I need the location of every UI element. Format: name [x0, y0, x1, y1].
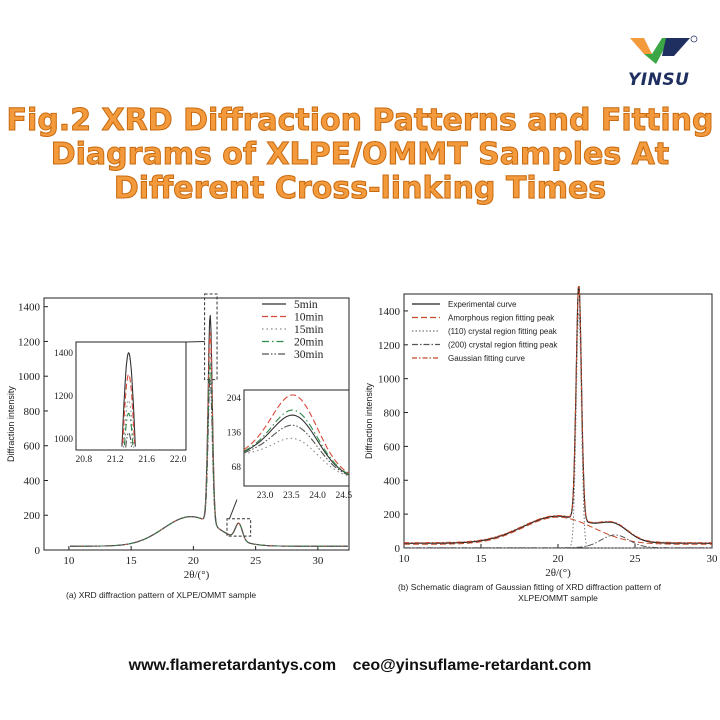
inset-2-x-tick-label: 23.5: [283, 491, 300, 501]
chart-caption-line-1: (b) Schematic diagram of Gaussian fittin…: [398, 582, 662, 592]
series-line-Experimental curve: [404, 286, 712, 544]
inset-1-x-tick-label: 20.8: [76, 455, 93, 465]
y-tick-label: 600: [24, 441, 41, 453]
inset-1-y-tick-label: 1200: [54, 392, 73, 402]
legend-label-20min: 20min: [294, 337, 324, 349]
yinsu-logo-icon: [630, 35, 698, 64]
inset-1-series-10min: [122, 373, 136, 444]
inset-1-x-tick-label: 22.0: [170, 455, 187, 465]
x-tick-label: 15: [476, 553, 488, 565]
inset-2-series-10min: [243, 394, 350, 474]
brand-name: YINSU: [628, 70, 690, 90]
y-tick-label: 1200: [378, 340, 401, 352]
inset-2-x-tick-label: 24.0: [309, 491, 326, 501]
email-link[interactable]: ceo@yinsuflame-retardant.com: [352, 657, 592, 674]
zoom-connector-1: [185, 340, 205, 343]
y-tick-label: 200: [24, 510, 41, 522]
title-line-2: Diagrams of XLPE/OMMT Samples At: [50, 137, 670, 172]
legend-label-Amorphous region fitting peak: Amorphous region fitting peak: [448, 314, 555, 323]
title-line-3: Different Cross-linking Times: [113, 171, 607, 206]
legend-label-10min: 10min: [294, 312, 324, 324]
x-tick-label: 30: [707, 553, 719, 565]
inset-2-series-30min: [243, 424, 350, 476]
inset-1-series-20min: [123, 412, 134, 446]
legend-label-Experimental curve: Experimental curve: [448, 300, 517, 309]
legend-label-(110) crystal region fitting peak: (110) crystal region fitting peak: [448, 327, 558, 336]
y-tick-label: 1000: [378, 374, 401, 386]
inset-1-x-tick-label: 21.2: [107, 455, 124, 465]
chart-caption-line-2: XLPE/OMMT sample: [518, 593, 598, 603]
x-tick-label: 30: [312, 555, 324, 567]
y-tick-label: 1400: [18, 302, 41, 314]
x-tick-label: 25: [250, 555, 262, 567]
inset-2-y-tick-label: 68: [232, 463, 242, 473]
zoom-connector-2: [229, 499, 238, 519]
y-axis-label: Diffraction intensity: [6, 386, 16, 462]
y-tick-label: 600: [384, 441, 401, 453]
x-tick-label: 15: [126, 555, 138, 567]
inset-2-x-tick-label: 24.5: [335, 491, 352, 501]
inset-1-y-tick-label: 1000: [54, 435, 73, 445]
y-tick-label: 1400: [378, 306, 401, 318]
inset-1-series-5min: [121, 351, 136, 447]
x-tick-label: 10: [399, 553, 411, 565]
series-line-(200) crystal region fitting peak: [404, 534, 712, 549]
x-tick-label: 25: [630, 553, 642, 565]
series-line-30min: [70, 379, 348, 547]
y-tick-label: 0: [35, 545, 41, 557]
y-tick-label: 1200: [18, 336, 41, 348]
title-line-1: Fig.2 XRD Diffraction Patterns and Fitti…: [6, 103, 714, 138]
series-line-20min: [70, 363, 348, 547]
xrd-figures: 10 15 20 25 3002004006008001000120014002θ/(°…: [6, 286, 718, 603]
inset-2-y-tick-label: 136: [227, 428, 242, 438]
series-line-Gaussian fitting curve: [404, 286, 712, 544]
inset-1-x-tick-label: 21.6: [138, 455, 155, 465]
inset-2-x-tick-label: 23.0: [257, 491, 274, 501]
y-tick-label: 400: [24, 475, 41, 487]
legend-label-Gaussian fitting curve: Gaussian fitting curve: [448, 354, 525, 363]
y-tick-label: 800: [24, 406, 41, 418]
x-tick-label: 10: [63, 555, 75, 567]
inset-2-frame: [243, 389, 350, 487]
y-tick-label: 0: [395, 543, 401, 555]
chart-caption: (a) XRD diffraction pattern of XLPE/OMMT…: [66, 590, 256, 600]
chart-b: 10 15 20 25 30 0 200 400 600 800 1000 1200 1400 2θ/(°…: [364, 286, 718, 603]
inset-2-y-tick-label: 204: [227, 394, 242, 404]
x-axis-label: 2θ/(°): [184, 569, 210, 581]
series-line-Amorphous region fitting peak: [404, 516, 712, 545]
inset-2-series-15min: [243, 437, 350, 477]
x-axis-label: 2θ/(°): [545, 567, 571, 579]
inset-1-series-30min: [125, 432, 133, 448]
inset-2-series-20min: [243, 409, 350, 475]
chart-a: 10 15 20 25 30 0 200 400 600 800 1000 1200 1400 2θ/(°…: [6, 293, 352, 600]
zoom-box-peak: [204, 293, 218, 381]
legend-label-30min: 30min: [294, 349, 324, 361]
zoom-box-shoulder: [226, 518, 252, 537]
x-tick-label: 20: [188, 555, 200, 567]
inset-2-series-5min: [243, 414, 350, 475]
legend-label-5min: 5min: [294, 299, 318, 311]
y-tick-label: 800: [384, 408, 401, 420]
legend-label-(200) crystal region fitting peak: (200) crystal region fitting peak: [448, 341, 558, 350]
y-tick-label: 1000: [18, 371, 41, 383]
y-tick-label: 200: [384, 509, 401, 521]
website-link[interactable]: www.flameretardantys.com: [128, 657, 337, 674]
page-title: Fig.2 XRD Diffraction Patterns and Fitti…: [0, 103, 720, 206]
inset-1-y-tick-label: 1400: [54, 349, 73, 359]
legend-label-15min: 15min: [294, 324, 324, 336]
y-axis-label: Diffraction intensity: [364, 383, 374, 459]
x-tick-label: 20: [553, 553, 565, 565]
y-tick-label: 400: [384, 475, 401, 487]
footer: www.flameretardantys.com ceo@yinsuflame-…: [0, 657, 720, 675]
inset-1-frame: [75, 341, 187, 451]
